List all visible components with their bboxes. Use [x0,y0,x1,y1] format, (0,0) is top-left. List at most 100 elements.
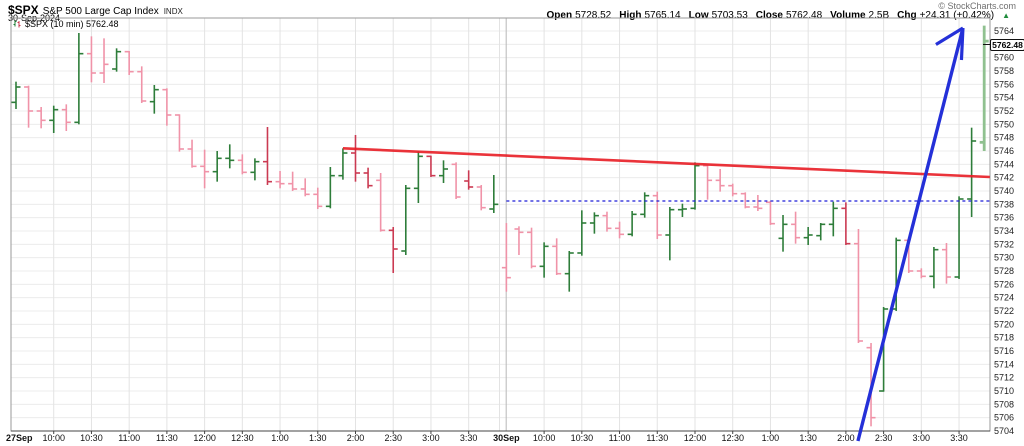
svg-text:11:30: 11:30 [646,433,668,443]
ohlc-bar [879,307,889,392]
svg-text:30Sep: 30Sep [493,433,520,443]
plot-border [10,17,991,432]
svg-text:5718: 5718 [994,333,1014,343]
ohlc-bar [112,48,122,72]
quote-label: Open [546,10,573,21]
ohlc-bar [36,107,46,129]
svg-text:11:00: 11:00 [609,433,631,443]
ohlc-bar [24,85,34,128]
quote-label: Close [755,10,783,21]
svg-text:5750: 5750 [994,119,1014,129]
ohlc-bar [577,210,587,256]
ohlc-bar [916,268,926,279]
y-axis-labels: 5704 5706 5708 5710 5712 5714 5716 5718 5720 5722… [994,26,1014,436]
change-up-arrow-icon: ▲ [1002,11,1010,20]
ohlc-bar [237,154,247,175]
svg-text:5730: 5730 [994,253,1014,263]
ohlc-bar [149,85,159,114]
svg-text:5722: 5722 [994,306,1014,316]
ohlc-bar [564,251,574,292]
ohlc-bar [137,66,147,103]
quote-value: 2.5B [868,10,890,21]
last-price-tag-pointer [983,44,991,45]
ohlc-bar [941,243,951,284]
svg-text:5738: 5738 [994,199,1014,209]
svg-text:10:00: 10:00 [533,433,556,443]
ohlc-bar [200,149,210,189]
ohlc-bar [703,164,713,200]
svg-text:1:30: 1:30 [799,433,817,443]
ohlc-bar [979,25,989,151]
ohlc-bar [828,201,838,237]
ohlc-bar [363,167,373,189]
grid-horizontal [11,30,990,432]
ohlc-bar [426,155,436,177]
svg-text:5752: 5752 [994,106,1014,116]
ohlc-bar [288,171,298,191]
ohlc-bar [954,196,964,279]
svg-text:1:00: 1:00 [762,433,780,443]
last-price-tag: 5762.48 [990,39,1024,51]
ohlc-bar [250,158,260,181]
svg-text:10:30: 10:30 [571,433,594,443]
ohlc-bar [275,171,285,189]
ohlc-bar [778,215,788,252]
ohlc-bar [99,38,109,83]
ohlc-bar [61,104,71,131]
ohlc-bar [49,105,59,133]
exchange-label: INDX [163,7,183,16]
svg-text:5760: 5760 [994,53,1014,63]
svg-text:5740: 5740 [994,186,1014,196]
ohlc-bar [514,226,524,255]
ohlc-bar [376,173,386,232]
svg-text:10:30: 10:30 [80,433,103,443]
ohlc-bar [527,227,537,269]
ohlc-bar [841,202,851,245]
svg-text:1:00: 1:00 [271,433,289,443]
svg-text:5704: 5704 [994,426,1014,436]
svg-text:5726: 5726 [994,279,1014,289]
plot-series-label-text: $SPX (10 min) 5762.48 [25,19,119,29]
svg-text:5714: 5714 [994,359,1014,369]
quote-value: +24.31 (+0.42%) [919,10,995,21]
stockcharts-credit-link[interactable]: © StockCharts.com [938,1,1016,11]
ohlc-bar [451,162,461,199]
quote-label: Low [688,10,709,21]
ohlc-bar [350,135,360,182]
ohlc-bar [439,160,449,183]
ohlc-bar [300,178,310,197]
svg-text:12:30: 12:30 [231,433,254,443]
ohlc-bar [690,162,700,210]
x-axis-labels: 27Sep 10:00 10:30 11:00 11:30 12:00 12:30 1:00 1… [6,431,968,443]
quote-value: 5765.14 [644,10,681,21]
ohlc-bar [853,229,863,343]
ohlc-bar [715,169,725,192]
mini-chart-icon [13,20,21,28]
quote-label: High [619,10,642,21]
svg-text:3:00: 3:00 [913,433,931,443]
ohlc-bar [74,33,84,125]
svg-text:5716: 5716 [994,346,1014,356]
ohlc-bar [11,81,21,109]
ohlc-bar [162,88,172,126]
ohlc-bar [602,211,612,232]
svg-text:10:00: 10:00 [42,433,65,443]
svg-text:2:00: 2:00 [837,433,855,443]
svg-text:5742: 5742 [994,173,1014,183]
ohlc-bar [401,185,411,255]
ohlc-bar [929,247,939,289]
svg-text:12:30: 12:30 [721,433,744,443]
ohlc-bar [753,195,763,211]
svg-text:1:30: 1:30 [309,433,327,443]
ohlc-bar [677,203,687,217]
index-name: S&P 500 Large Cap Index [42,6,159,17]
ohlc-bar [803,227,813,245]
svg-text:5764: 5764 [994,26,1014,36]
ohlc-bar [539,242,549,278]
svg-text:3:00: 3:00 [422,433,440,443]
svg-text:5746: 5746 [994,146,1014,156]
ohlc-bar [765,201,775,225]
resistance-trendline [342,147,990,179]
